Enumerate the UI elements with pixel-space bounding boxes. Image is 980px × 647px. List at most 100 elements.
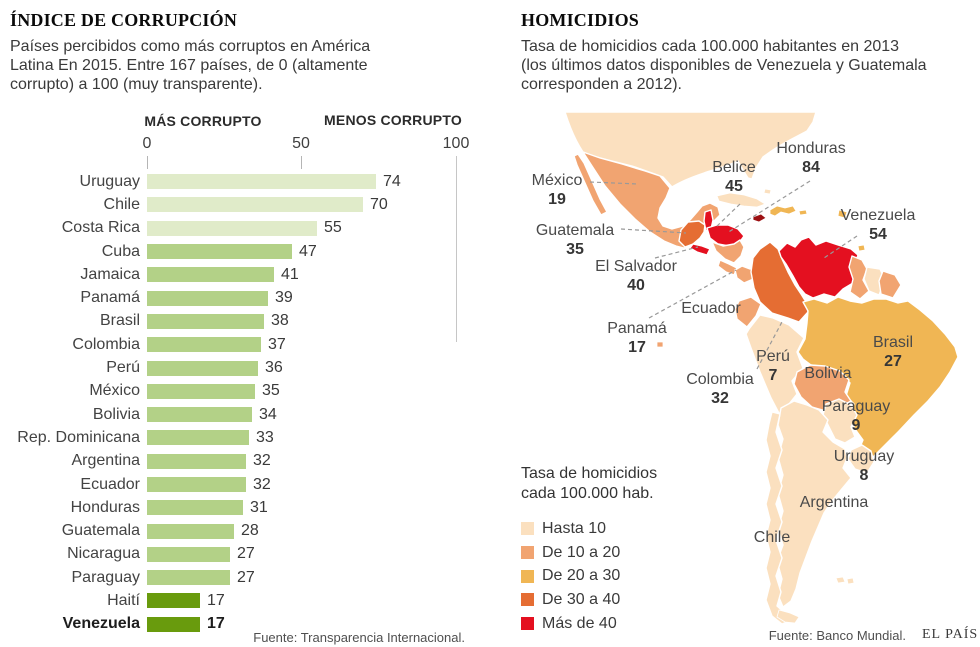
map-country-name: Honduras (776, 140, 846, 157)
bar (147, 453, 246, 469)
bar-row: Rep. Dominicana 33 (10, 426, 480, 449)
leader-line-elsalvador (654, 246, 699, 259)
bar-country-label: Costa Rica (61, 219, 140, 237)
country-argentina (776, 400, 852, 608)
bar (147, 523, 234, 539)
bar-country-label: Chile (103, 195, 140, 213)
bar-country-label: Guatemala (61, 522, 140, 540)
island-puerto-rico (798, 209, 808, 216)
subtitle-line: (los últimos datos disponibles de Venezu… (521, 57, 927, 74)
map-country-value: 45 (725, 178, 743, 195)
legend-item: De 20 a 30 (521, 564, 657, 588)
bar-value: 55 (324, 219, 342, 237)
country-french-guiana (878, 270, 902, 299)
legend-item: Más de 40 (521, 612, 657, 636)
map-country-value: 9 (851, 417, 861, 434)
country-ecuador (734, 296, 762, 328)
map-country-value: 32 (711, 390, 729, 407)
map-label-honduras: Honduras 84 (772, 139, 850, 177)
bar-row: Guatemala 28 (10, 519, 480, 542)
country-elsalvador (689, 243, 711, 256)
bar-row: Ecuador 32 (10, 473, 480, 496)
bar (147, 546, 230, 562)
bar-row: Chile 70 (10, 193, 480, 216)
island-trinidad (857, 244, 866, 252)
map-label-argentina: Argentina (792, 493, 876, 512)
country-uruguay (847, 444, 875, 474)
map-country-name: Chile (753, 529, 791, 546)
country-tierra-del-fuego (776, 609, 800, 624)
bar-row: Bolivia 34 (10, 403, 480, 426)
map-label-belize: Belice 45 (699, 158, 769, 196)
map-label-peru: Perú 7 (748, 347, 798, 385)
bar-country-label: México (89, 382, 140, 400)
corruption-panel: ÍNDICE DE CORRUPCIÓN Países percibidos c… (10, 10, 480, 647)
map-country-value: 40 (627, 277, 645, 294)
tick-mark-0 (146, 156, 148, 169)
brand-logo: EL PAÍS (922, 627, 979, 642)
legend-swatch (521, 617, 534, 631)
corruption-bar-chart: Uruguay 74 Chile 70 Costa Rica 55 Cuba 47 Jamaic… (10, 170, 480, 636)
bar-value: 31 (250, 498, 268, 516)
bar-country-label: Colombia (72, 335, 140, 353)
axis-tick-100: 100 (442, 135, 470, 152)
bar-row: Panamá 39 (10, 286, 480, 309)
map-countries (564, 111, 959, 625)
bar (147, 197, 363, 213)
bar-value: 74 (383, 172, 401, 190)
bar-country-label: Panamá (80, 289, 140, 307)
bar-row: Colombia 37 (10, 333, 480, 356)
bar-country-label: Argentina (71, 452, 141, 470)
axis-tick-0: 0 (142, 135, 152, 152)
legend-swatch (521, 593, 534, 607)
bar-country-label: Bolivia (92, 405, 140, 423)
bar-country-label: Cuba (101, 242, 140, 260)
country-guyana (848, 255, 870, 300)
gridline-100 (455, 156, 457, 342)
map-label-guatemala: Guatemala 35 (531, 221, 619, 259)
legend-label: Hasta 10 (542, 519, 607, 537)
bar-row: Nicaragua 27 (10, 543, 480, 566)
map-country-name: Venezuela (840, 207, 916, 224)
island-falklands-east (846, 577, 855, 585)
bar (147, 430, 249, 446)
bar (147, 244, 292, 260)
bar-value: 34 (259, 405, 277, 423)
map-label-paraguay: Paraguay 9 (816, 397, 896, 435)
axis-label-less-corrupt: MENOS CORRUPTO (324, 112, 462, 128)
map-legend: Tasa de homicidios cada 100.000 hab. Has… (521, 464, 657, 635)
subtitle-line: Tasa de homicidios cada 100.000 habitant… (521, 38, 900, 55)
bar-row: Paraguay 27 (10, 566, 480, 589)
bar (147, 337, 261, 353)
axis-label-more-corrupt: MÁS CORRUPTO (144, 113, 262, 129)
bar-value: 17 (207, 615, 225, 633)
map-country-value: 19 (548, 191, 566, 208)
bar-value: 27 (237, 545, 255, 563)
bar (147, 220, 317, 236)
legend-swatch (521, 569, 534, 583)
map-country-name: Panamá (607, 320, 667, 337)
legend-title: cada 100.000 hab. (521, 485, 654, 502)
bar-row: Honduras 31 (10, 496, 480, 519)
map-label-venezuela: Venezuela 54 (838, 206, 918, 244)
bar (147, 360, 258, 376)
map-country-name: Perú (756, 348, 790, 365)
map-country-name: El Salvador (595, 258, 677, 275)
bar (147, 313, 264, 329)
bar (147, 570, 230, 586)
bar-row: Uruguay 74 (10, 170, 480, 193)
bar (147, 477, 246, 492)
bar-row: Jamaica 41 (10, 263, 480, 286)
bar (147, 593, 200, 609)
bar-row: Argentina 32 (10, 450, 480, 473)
map-country-name: Brasil (872, 334, 913, 351)
bar-value: 27 (237, 568, 255, 586)
map-islands (656, 188, 866, 585)
bar (147, 267, 274, 283)
bar-row: Haití 17 (10, 589, 480, 612)
leader-line-colombia (756, 319, 784, 370)
country-honduras (706, 224, 745, 247)
bar-country-label: Jamaica (80, 265, 140, 283)
country-nicaragua (711, 239, 745, 264)
